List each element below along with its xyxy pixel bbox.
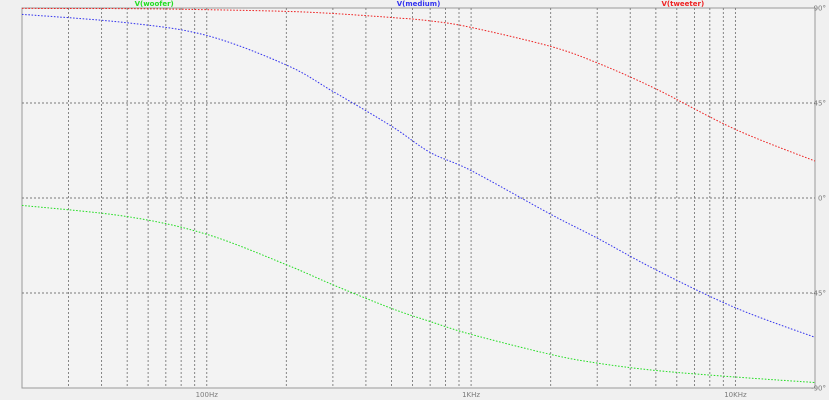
series-line-vtweeter xyxy=(21,7,816,162)
legend-layer: V(woofer) V(medium) V(tweeter) xyxy=(135,0,705,8)
series-line-vwoofer xyxy=(21,204,816,384)
legend-label-vwoofer: V(woofer) xyxy=(135,0,174,8)
y-tick-label: -45° xyxy=(811,290,826,298)
grid-layer xyxy=(22,8,815,388)
tick-layer: 100Hz 1KHz 10KHz 90° 45° 0° -45° -90° xyxy=(196,5,826,400)
legend-label-vtweeter: V(tweeter) xyxy=(661,0,704,8)
x-tick-label: 100Hz xyxy=(196,391,219,399)
series-layer xyxy=(21,7,816,384)
y-tick-label: 90° xyxy=(814,5,826,13)
series-line-vmedium xyxy=(21,13,816,338)
y-tick-label: -90° xyxy=(811,385,826,393)
x-tick-label: 10KHz xyxy=(724,391,747,399)
legend-label-vmedium: V(medium) xyxy=(397,0,441,8)
y-tick-label: 0° xyxy=(818,195,826,203)
y-tick-label: 45° xyxy=(814,100,826,108)
x-tick-label: 1KHz xyxy=(462,391,480,399)
